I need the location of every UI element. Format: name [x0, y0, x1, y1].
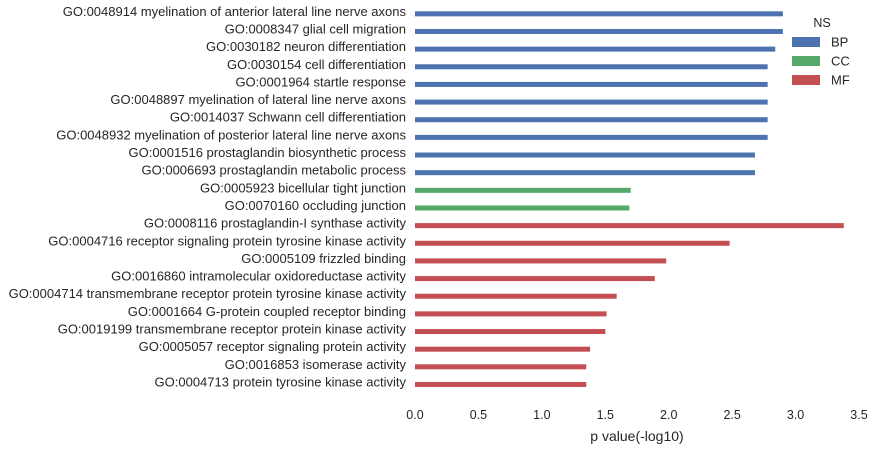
- category-label: GO:0005109 frizzled binding: [241, 251, 406, 266]
- category-label: GO:0030154 cell differentiation: [227, 57, 406, 72]
- legend-label: CC: [831, 54, 850, 69]
- category-labels: GO:0048914 myelination of anterior later…: [9, 4, 407, 390]
- category-label: GO:0005057 receptor signaling protein ac…: [139, 339, 407, 354]
- category-label: GO:0048914 myelination of anterior later…: [63, 4, 407, 19]
- bar: [415, 99, 768, 105]
- bar: [415, 134, 768, 140]
- x-tick-label: 3.0: [787, 408, 804, 422]
- category-label: GO:0005923 bicellular tight junction: [200, 180, 406, 195]
- legend-label: MF: [831, 73, 850, 88]
- bar: [415, 117, 768, 123]
- bar: [415, 258, 667, 264]
- bar: [415, 276, 655, 282]
- category-label: GO:0004713 protein tyrosine kinase activ…: [155, 374, 407, 389]
- category-label: GO:0006693 prostaglandin metabolic proce…: [142, 163, 407, 178]
- x-tick-label: 2.5: [723, 408, 740, 422]
- legend-swatch: [792, 37, 820, 47]
- legend-label: BP: [831, 35, 848, 50]
- category-label: GO:0019199 transmembrane receptor protei…: [58, 322, 407, 337]
- bar: [415, 240, 730, 246]
- bar: [415, 293, 617, 299]
- x-tick-label: 0.0: [406, 408, 423, 422]
- category-label: GO:0048932 myelination of posterior late…: [56, 127, 406, 142]
- x-tick-label: 3.5: [850, 408, 867, 422]
- legend-swatch: [792, 56, 820, 66]
- bar: [415, 11, 783, 17]
- x-tick-label: 2.0: [660, 408, 677, 422]
- bar: [415, 223, 844, 229]
- x-tick-label: 0.5: [470, 408, 487, 422]
- x-tick-label: 1.0: [533, 408, 550, 422]
- bar: [415, 81, 768, 87]
- legend-title: NS: [813, 16, 830, 30]
- category-label: GO:0016860 intramolecular oxidoreductase…: [111, 269, 406, 284]
- category-label: GO:0004716 receptor signaling protein ty…: [48, 233, 406, 248]
- legend: NS BP CC MF: [792, 16, 850, 88]
- bar: [415, 28, 783, 34]
- category-label: GO:0014037 Schwann cell differentiation: [170, 110, 406, 125]
- bar: [415, 346, 591, 352]
- x-tick-labels: 0.0 0.5 1.0 1.5 2.0 2.5 3.0 3.5: [406, 408, 867, 422]
- category-label: GO:0070160 occluding junction: [225, 198, 406, 213]
- bar: [415, 364, 587, 370]
- x-tick-label: 1.5: [597, 408, 614, 422]
- bar: [415, 187, 631, 193]
- category-label: GO:0001964 startle response: [235, 74, 406, 89]
- bar: [415, 311, 607, 317]
- category-label: GO:0008116 prostaglandin-I synthase acti…: [144, 216, 407, 231]
- bar: [415, 205, 630, 211]
- category-label: GO:0004714 transmembrane receptor protei…: [9, 286, 407, 301]
- bar: [415, 381, 587, 387]
- category-label: GO:0008347 glial cell migration: [225, 21, 406, 36]
- bar: [415, 152, 755, 158]
- bar: [415, 170, 755, 176]
- bar: [415, 64, 768, 70]
- category-label: GO:0016853 isomerase activity: [225, 357, 407, 372]
- bar: [415, 329, 606, 335]
- category-label: GO:0001516 prostaglandin biosynthetic pr…: [128, 145, 406, 160]
- category-label: GO:0030182 neuron differentiation: [206, 39, 406, 54]
- bar: [415, 46, 776, 52]
- category-label: GO:0001664 G-protein coupled receptor bi…: [128, 304, 406, 319]
- x-axis-label: p value(-log10): [590, 428, 683, 444]
- legend-swatch: [792, 75, 820, 85]
- bars-group: [415, 11, 844, 387]
- category-label: GO:0048897 myelination of lateral line n…: [110, 92, 406, 107]
